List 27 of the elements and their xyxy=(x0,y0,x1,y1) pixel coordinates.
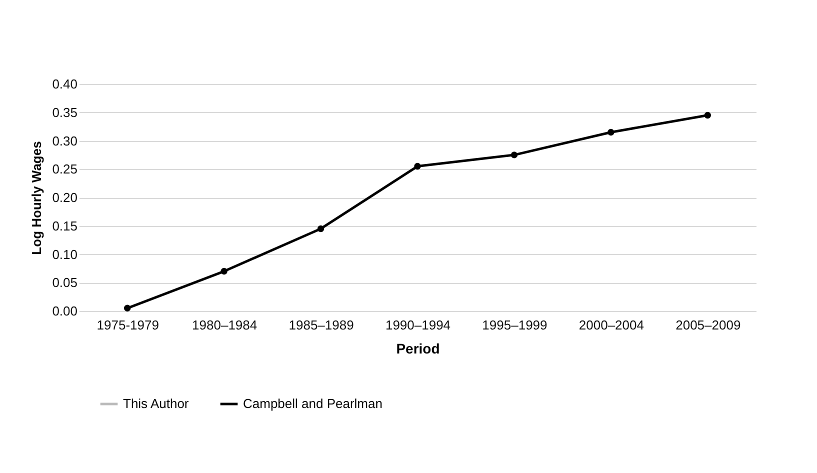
y-tick-label: 0.15 xyxy=(52,218,78,234)
point xyxy=(510,152,518,158)
x-axis-title: Period xyxy=(396,340,440,356)
point xyxy=(414,162,421,170)
legend-label: This Author xyxy=(123,396,190,411)
point xyxy=(317,225,324,232)
x-tick-label: 1985–1989 xyxy=(288,318,354,332)
x-tick-label: 1990–1994 xyxy=(385,318,451,332)
y-tick-label: 0.05 xyxy=(52,275,78,290)
y-axis-title: Log Hourly Wages xyxy=(29,141,44,255)
x-tick-label: 1980–1984 xyxy=(192,318,258,332)
y-tick-label: 0.40 xyxy=(52,76,78,92)
y-tick-label: 0.25 xyxy=(52,162,78,177)
legend-label: Campbell and Pearlman xyxy=(243,396,382,411)
y-tick-label: 0.00 xyxy=(52,304,78,318)
point xyxy=(704,112,711,119)
point xyxy=(608,128,614,136)
y-tick-label: 0.30 xyxy=(52,133,78,148)
x-tick-label: 2000–2004 xyxy=(578,318,644,332)
y-tick-label: 0.20 xyxy=(52,190,78,205)
x-tick-label: 1975-1979 xyxy=(96,318,159,332)
point xyxy=(220,268,228,275)
point xyxy=(124,304,131,312)
y-tick-label: 0.10 xyxy=(52,246,78,262)
x-tick-label: 2005–2009 xyxy=(676,318,741,332)
x-tick-label: 1995–1999 xyxy=(482,318,548,332)
y-tick-label: 0.35 xyxy=(52,104,78,120)
